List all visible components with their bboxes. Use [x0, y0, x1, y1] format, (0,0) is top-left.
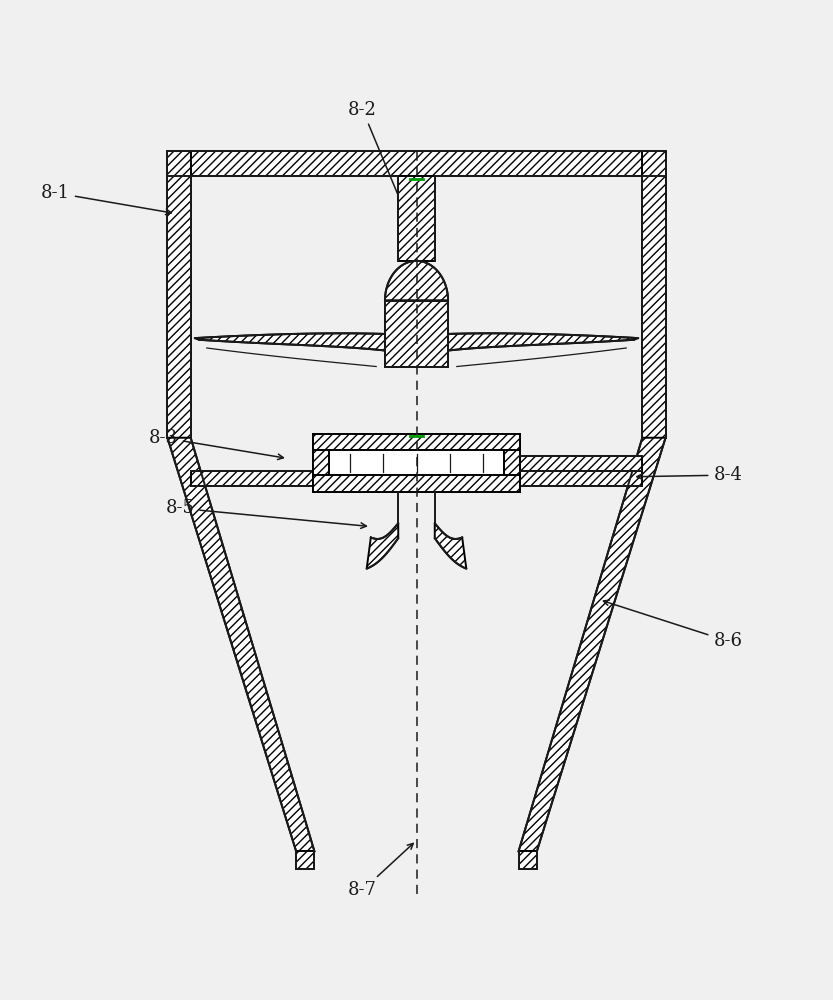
Text: 8-6: 8-6	[603, 600, 742, 650]
Polygon shape	[296, 851, 314, 869]
Polygon shape	[367, 523, 398, 569]
Polygon shape	[439, 471, 642, 486]
Text: 8-5: 8-5	[166, 499, 367, 528]
Text: 8-1: 8-1	[41, 184, 172, 215]
Polygon shape	[642, 151, 666, 438]
Polygon shape	[167, 151, 666, 176]
Polygon shape	[448, 333, 638, 351]
Polygon shape	[195, 333, 385, 351]
Polygon shape	[385, 301, 448, 367]
Polygon shape	[519, 851, 537, 869]
Polygon shape	[167, 151, 191, 438]
Text: 8-3: 8-3	[149, 429, 283, 460]
Polygon shape	[398, 176, 435, 261]
Bar	[312, 434, 521, 492]
Text: 8-4: 8-4	[637, 466, 742, 484]
Polygon shape	[385, 261, 448, 301]
Polygon shape	[521, 456, 642, 471]
Text: 8-2: 8-2	[348, 101, 444, 305]
Polygon shape	[191, 471, 394, 486]
Polygon shape	[312, 434, 521, 450]
Polygon shape	[312, 434, 329, 492]
Polygon shape	[519, 438, 666, 851]
Polygon shape	[312, 475, 521, 492]
Polygon shape	[167, 438, 314, 851]
Polygon shape	[504, 434, 521, 492]
Polygon shape	[435, 523, 466, 569]
Text: 8-7: 8-7	[348, 843, 413, 899]
